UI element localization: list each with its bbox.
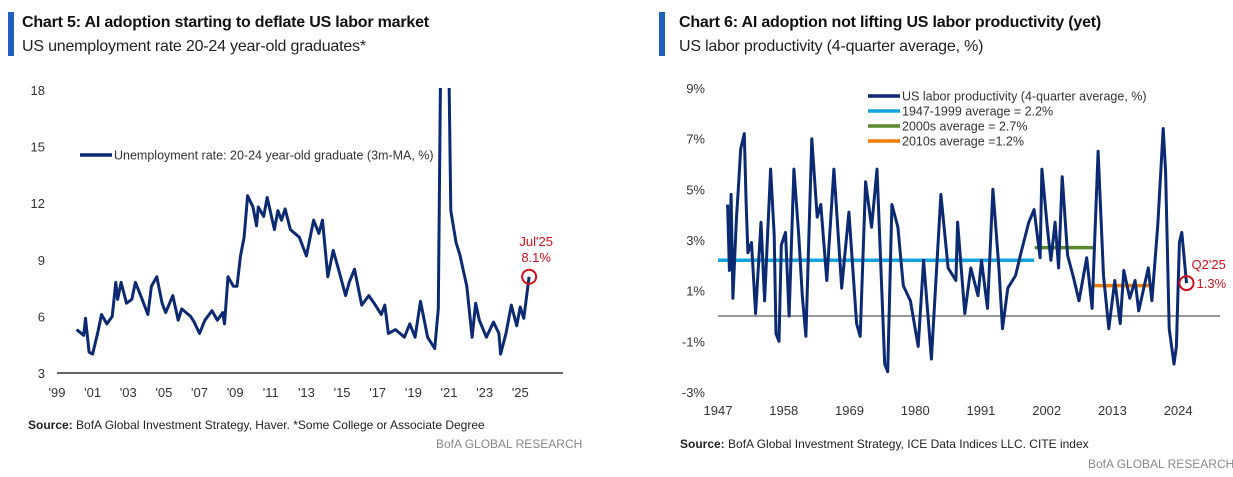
- x-tick-label: 1947: [704, 403, 733, 418]
- x-tick-label: '11: [263, 385, 279, 400]
- y-tick-label: 12: [31, 196, 45, 211]
- y-tick-label: -3%: [682, 385, 706, 400]
- legend-label: 1947-1999 average = 2.2%: [902, 105, 1053, 119]
- chart-6-panel: Chart 6: AI adoption not lifting US labo…: [650, 0, 1233, 477]
- x-tick-label: '21: [440, 385, 457, 400]
- x-tick-label: 1980: [901, 403, 930, 418]
- main-series-line: [75, 88, 531, 356]
- y-tick-label: 3%: [686, 233, 705, 248]
- y-tick-label: 9: [38, 253, 45, 268]
- highlight-marker: [521, 268, 538, 285]
- chart-5-subtitle: US unemployment rate 20-24 year-old grad…: [22, 38, 366, 55]
- y-tick-label: 6: [38, 309, 45, 324]
- x-tick-label: 2002: [1032, 403, 1061, 418]
- x-tick-label: 1969: [835, 403, 864, 418]
- x-tick-label: '19: [405, 385, 422, 400]
- y-tick-label: 1%: [686, 284, 705, 299]
- chart-6-brand: BofA GLOBAL RESEARCH: [1088, 457, 1233, 471]
- legend-label: US labor productivity (4-quarter average…: [902, 90, 1147, 104]
- chart-5-source: Source: BofA Global Investment Strategy,…: [28, 418, 485, 432]
- main-series-line: [726, 127, 1188, 374]
- x-tick-label: '25: [512, 385, 529, 400]
- y-tick-label: -1%: [682, 334, 706, 349]
- x-tick-label: 1958: [769, 403, 798, 418]
- annotation-date: Jul'25: [519, 234, 553, 249]
- x-tick-label: 1991: [966, 403, 995, 418]
- x-tick-label: 2013: [1098, 403, 1127, 418]
- annotation-value: 1.3%: [1197, 276, 1227, 291]
- y-tick-label: 15: [31, 140, 45, 155]
- highlight-marker: [1178, 275, 1195, 292]
- legend-label: 2000s average = 2.7%: [902, 120, 1027, 134]
- source-text: BofA Global Investment Strategy, ICE Dat…: [728, 437, 1089, 451]
- y-tick-label: 9%: [686, 81, 705, 96]
- y-tick-label: 18: [31, 83, 45, 98]
- x-tick-label: 2024: [1164, 403, 1193, 418]
- x-tick-label: '03: [120, 385, 137, 400]
- legend-label: 2010s average =1.2%: [902, 135, 1024, 149]
- annotation-date: Q2'25: [1192, 257, 1226, 272]
- title-accent-bar: [659, 12, 665, 56]
- x-tick-label: '23: [476, 385, 493, 400]
- title-accent-bar: [8, 12, 14, 56]
- y-tick-label: 3: [38, 366, 45, 381]
- chart-5-brand: BofA GLOBAL RESEARCH: [436, 437, 583, 451]
- source-label: Source:: [28, 418, 73, 432]
- x-tick-label: '09: [227, 385, 244, 400]
- chart-5-panel: Chart 5: AI adoption starting to deflate…: [8, 12, 583, 451]
- x-tick-label: '05: [155, 385, 172, 400]
- chart-6-source: Source: BofA Global Investment Strategy,…: [680, 437, 1089, 451]
- x-tick-label: '17: [369, 385, 386, 400]
- annotation-value: 8.1%: [521, 250, 551, 265]
- y-tick-label: 7%: [686, 132, 705, 147]
- chart-6-subtitle: US labor productivity (4-quarter average…: [679, 38, 984, 55]
- source-label: Source:: [680, 437, 725, 451]
- legend-label: Unemployment rate: 20-24 year-old gradua…: [114, 149, 434, 163]
- x-tick-label: '15: [334, 385, 351, 400]
- chart-6-title: Chart 6: AI adoption not lifting US labo…: [679, 14, 1102, 31]
- x-tick-label: '13: [298, 385, 315, 400]
- source-text: BofA Global Investment Strategy, Haver. …: [76, 418, 485, 432]
- y-tick-label: 5%: [686, 182, 705, 197]
- x-tick-label: '07: [191, 385, 208, 400]
- x-tick-label: '01: [84, 385, 101, 400]
- x-tick-label: '99: [49, 385, 66, 400]
- chart-5-title: Chart 5: AI adoption starting to deflate…: [22, 14, 429, 31]
